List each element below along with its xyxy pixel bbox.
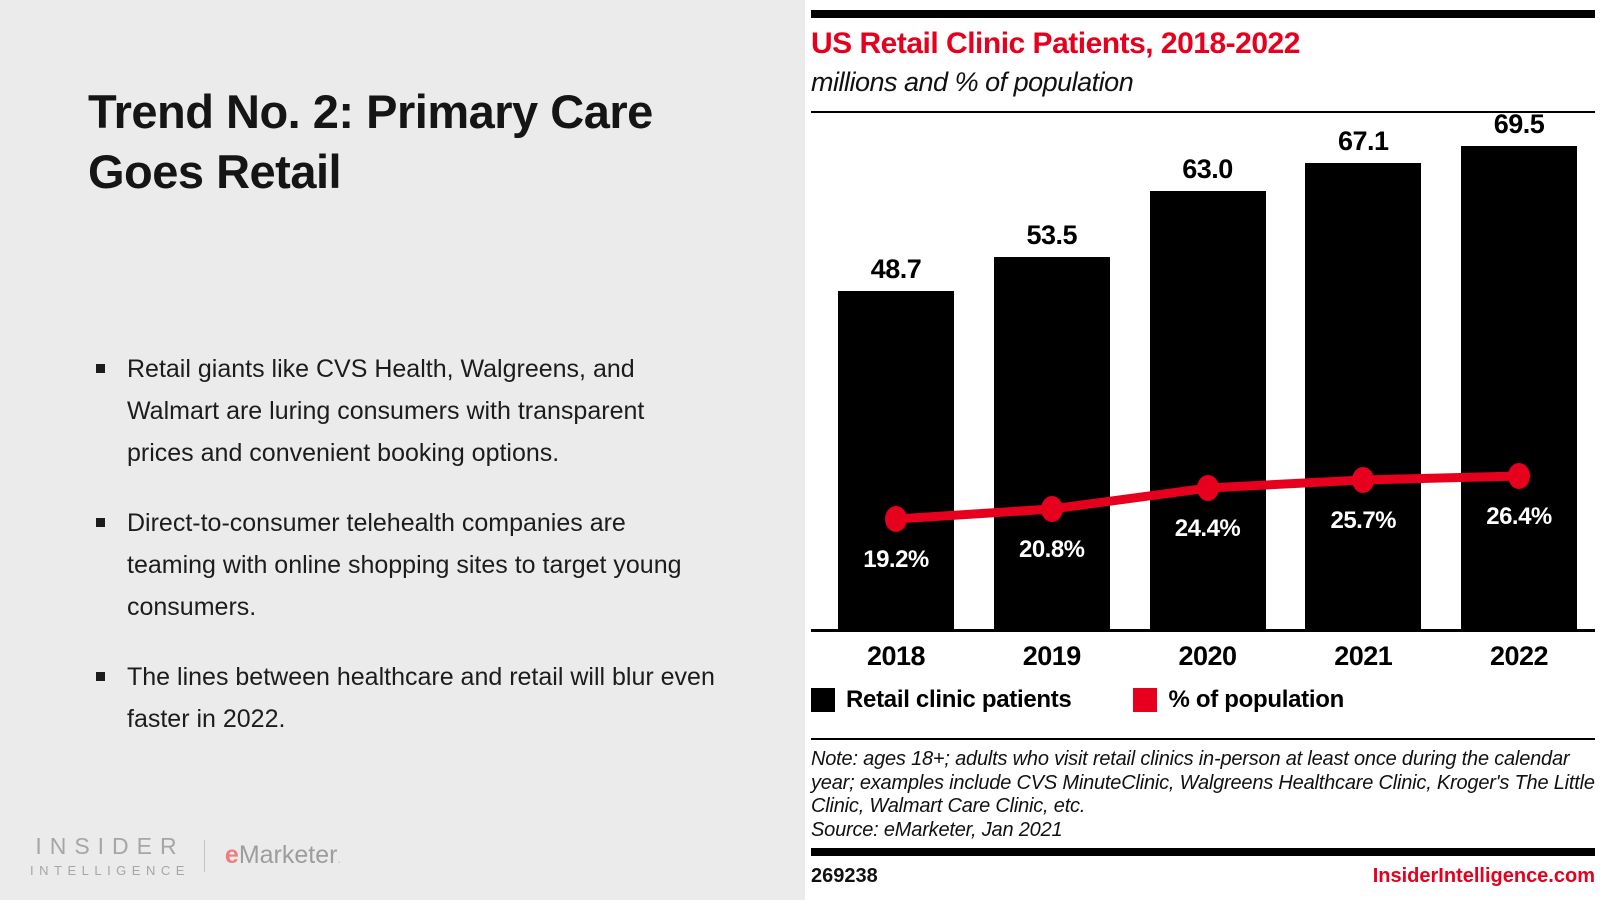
source-line: Source: eMarketer, Jan 2021 <box>811 818 1063 841</box>
x-axis-label-2020: 2020 <box>1178 641 1237 671</box>
emarketer-logo: eMarketer. <box>225 841 341 870</box>
chart-note: Note: ages 18+; adults who visit retail … <box>811 748 1595 842</box>
x-axis-label-2021: 2021 <box>1334 641 1393 671</box>
legend-label: Retail clinic patients <box>846 686 1072 713</box>
chart-subtitle: millions and % of population <box>811 67 1134 97</box>
bar-2022 <box>1461 146 1577 629</box>
brand-logo-row: INSIDER INTELLIGENCE eMarketer. <box>30 833 341 878</box>
insider-logo-text: INSIDER <box>35 833 185 859</box>
plot-area: 48.7 19.2% 53.5 20.8% 63.0 24.4% 67.1 25.7% 69.5… <box>811 109 1595 629</box>
emarketer-logo-e: e <box>224 841 239 869</box>
legend-item-percent-of-population: % of population <box>1133 686 1344 714</box>
percent-line-series <box>885 463 1530 532</box>
emarketer-logo-mark: . <box>337 852 341 866</box>
bar-value-label: 69.5 <box>1493 109 1545 139</box>
bar-value-label: 53.5 <box>1026 220 1078 250</box>
bullet-item: The lines between healthcare and retail … <box>96 656 716 740</box>
bullet-item: Retail giants like CVS Health, Walgreens… <box>96 348 716 474</box>
bullet-list: Retail giants like CVS Health, Walgreens… <box>96 348 716 740</box>
bar-value-label: 63.0 <box>1182 154 1233 184</box>
legend-label: % of population <box>1168 686 1344 713</box>
legend-item-retail-clinic-patients: Retail clinic patients <box>811 686 1072 714</box>
chart-title: US Retail Clinic Patients, 2018-2022 <box>811 27 1300 60</box>
percent-label: 24.4% <box>1174 515 1241 542</box>
note-line: Note: ages 18+; adults who visit retail … <box>811 748 1570 770</box>
percent-label: 25.7% <box>1330 507 1397 534</box>
intelligence-logo-text: INTELLIGENCE <box>30 863 190 878</box>
chart-footer: 269238 InsiderIntelligence.com <box>811 865 1595 888</box>
emarketer-logo-rest: Marketer <box>238 841 338 869</box>
percent-label: 26.4% <box>1486 503 1552 530</box>
x-axis-line <box>811 629 1595 632</box>
bar-value-label: 67.1 <box>1337 126 1389 156</box>
chart-panel: US Retail Clinic Patients, 2018-2022 mil… <box>805 0 1600 900</box>
insider-intelligence-link[interactable]: InsiderIntelligence.com <box>1372 865 1595 887</box>
chart-card: US Retail Clinic Patients, 2018-2022 mil… <box>811 10 1595 888</box>
insider-intelligence-logo: INSIDER INTELLIGENCE <box>30 833 190 878</box>
left-slide-panel: Trend No. 2: Primary Care Goes Retail Re… <box>0 0 805 900</box>
chart-id: 269238 <box>811 865 878 887</box>
x-axis-label-2022: 2022 <box>1489 641 1549 671</box>
chart-legend: Retail clinic patients % of population <box>811 686 1595 714</box>
bullet-item: Direct-to-consumer telehealth companies … <box>96 502 716 628</box>
bottom-rule <box>811 848 1595 856</box>
legend-swatch-red <box>1133 688 1158 712</box>
logo-divider <box>203 839 205 872</box>
percent-label: 20.8% <box>1018 536 1085 563</box>
slide-title: Trend No. 2: Primary Care Goes Retail <box>88 85 653 199</box>
x-axis-labels: 2018 2019 2020 2021 2022 <box>811 632 1595 671</box>
note-divider <box>811 738 1595 740</box>
x-axis-label-2019: 2019 <box>1022 641 1082 671</box>
x-axis-label-2018: 2018 <box>866 641 926 671</box>
bar-2020 <box>1149 191 1266 629</box>
bar-value-label: 48.7 <box>870 254 922 284</box>
note-line: Clinic, Walmart Care Clinic, etc. <box>811 795 1086 817</box>
header-divider <box>811 111 1595 113</box>
bar-2019 <box>993 257 1110 629</box>
bar-2021 <box>1305 163 1422 629</box>
legend-swatch-black <box>811 688 835 712</box>
bar-2018 <box>838 291 954 629</box>
percent-label: 19.2% <box>863 546 929 573</box>
note-line: year; examples include CVS MinuteClinic,… <box>811 771 1595 794</box>
top-rule <box>811 10 1595 18</box>
